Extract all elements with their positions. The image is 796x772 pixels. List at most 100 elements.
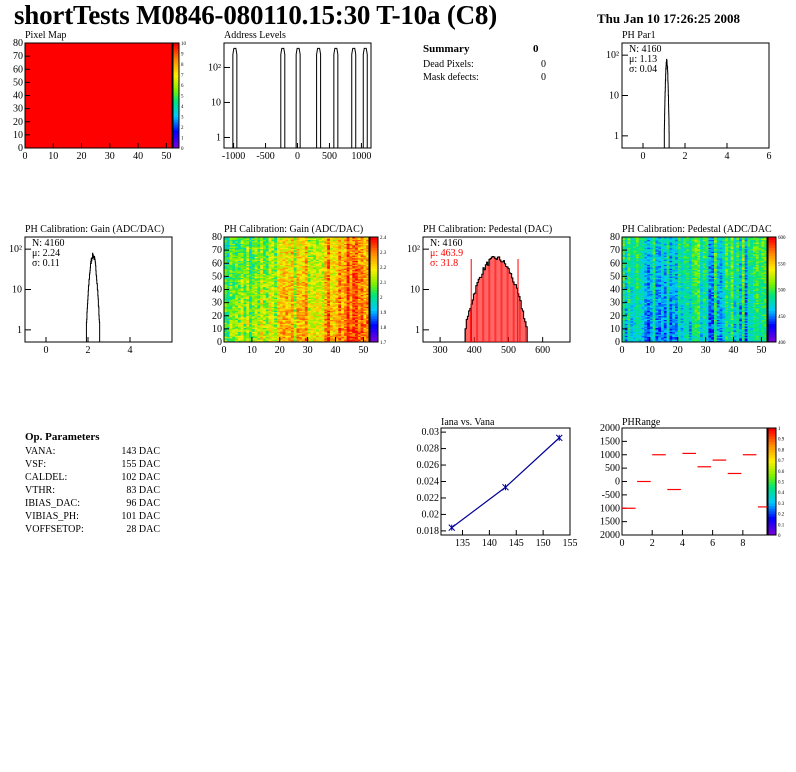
ph-gain-map-cell (274, 269, 278, 272)
ph-gain-map-cell (240, 256, 244, 259)
ph-gain-map-cell (341, 254, 345, 256)
ph-gain-map-cell (249, 315, 253, 318)
ph-gain-map-cell (321, 334, 325, 336)
ph-gain-map-cell (352, 310, 356, 313)
ph-gain-map-cell (321, 297, 325, 299)
ph-pedestal-map-cell (635, 313, 640, 315)
ph-gain-map-cell (341, 281, 345, 284)
ph-gain-map-cell (360, 324, 364, 327)
ph-gain-map-cell (310, 250, 314, 252)
ph-gain-map-cell (276, 313, 281, 315)
ph-gain-map-cell (316, 269, 320, 272)
ph-gain-map-cell (274, 275, 278, 277)
ph-gain-map-cell (327, 251, 331, 254)
ph-gain-map-cell (341, 338, 345, 340)
ph-gain-map-cell (338, 323, 342, 326)
ph-gain-map-cell (327, 326, 331, 328)
ph-gain-map-cell (271, 280, 275, 282)
ph-gain-map-cell (316, 250, 320, 252)
ph-gain-map-ytick-label: 70 (212, 245, 222, 256)
ph-gain-map-cell (237, 269, 242, 272)
op-param-row: VTHR: 83 DAC (25, 485, 160, 496)
ph-par1-stat-mean: μ: 1.13 (629, 54, 657, 65)
ph-gain-map-cell (246, 289, 250, 292)
ph-gain-map-colorbar-swatch (370, 289, 378, 293)
ph-gain-map-cell (274, 244, 278, 247)
ph-gain-map-cell (307, 237, 311, 239)
ph-gain-map-cell (355, 261, 359, 264)
ph-pedestal-map-cell (622, 281, 626, 284)
ph-gain-map-cell (313, 250, 317, 252)
ph-gain-map-cell (243, 286, 247, 289)
ph-gain-map-cell (310, 244, 314, 247)
ph-pedestal-map-cell (627, 302, 631, 305)
ph-gain-map-cell (316, 271, 320, 273)
ph-gain-map-cell (332, 293, 336, 296)
ph-pedestal-map-cell (635, 256, 640, 259)
ph-gain-map-cell (224, 264, 228, 267)
ph-gain-map-cell (355, 272, 359, 275)
ph-gain-map-cell (363, 254, 367, 256)
ph-pedestal-map-cell (633, 260, 637, 263)
ph-gain-map-cell (226, 302, 230, 305)
ph-gain-map-cell (226, 315, 230, 318)
ph-gain-map-cell (310, 303, 314, 306)
ph-gain-map-cell (265, 290, 269, 293)
ph-gain-map-cell (346, 275, 350, 277)
ph-gain-map-cell (313, 302, 317, 305)
ph-pedestal-map-cell (635, 309, 640, 311)
ph-gain-map-cell (263, 306, 267, 309)
ph-gain-map-cell (346, 328, 350, 331)
ph-gain-map-cell (232, 284, 236, 286)
ph-gain-map-cell (304, 263, 308, 265)
ph-gain-map-cell (276, 282, 281, 285)
ph-gain-map-cell (274, 254, 278, 256)
ph-gain-map-cell (232, 247, 236, 250)
ph-gain-map-cell (257, 279, 261, 281)
ph-gain-map-cell (251, 271, 255, 273)
ph-gain-map-cell (246, 340, 250, 343)
ph-gain-map-cell (290, 331, 295, 334)
ph-gain-map-cell (246, 275, 250, 277)
ph-gain-map-cell (307, 292, 311, 294)
ph-gain-map-cell (324, 315, 328, 318)
ph-gain-map-cell (310, 251, 314, 254)
ph-gain-map-cell (260, 327, 264, 330)
ph-gain-map-cell (276, 309, 281, 311)
ph-gain-map-cell (224, 306, 228, 309)
ph-gain-map-cell (282, 238, 286, 240)
ph-gain-map-cell (324, 244, 328, 247)
ph-gain-map-cell (293, 237, 297, 239)
ph-gain-map-cell (346, 311, 350, 314)
ph-gain-map-cell (346, 272, 350, 275)
ph-gain-map-cell (316, 310, 320, 313)
ph-pedestal-map-cell (622, 305, 626, 307)
ph-gain-map-cell (235, 330, 239, 332)
ph-gain-map-cell (327, 322, 331, 324)
ph-gain-map-cell (246, 323, 250, 326)
ph-gain-map-cell (229, 279, 233, 281)
ph-gain-map-cell (285, 296, 289, 298)
ph-gain-map-cell (235, 248, 239, 251)
ph-pedestal-map-cell (633, 327, 637, 330)
ph-gain-map-cell (271, 315, 275, 318)
ph-gain-map-cell (288, 296, 292, 298)
ph-pedestal-map-cell (630, 319, 634, 322)
ph-gain-map-cell (363, 246, 367, 248)
ph-pedestal-map-cell (622, 254, 626, 256)
ph-gain-map-cell (366, 284, 370, 286)
ph-gain-map-cell (276, 260, 281, 263)
ph-gain-map-cell (316, 261, 320, 264)
ph-gain-map-cell (243, 317, 247, 319)
ph-gain-map-cell (251, 315, 255, 318)
ph-gain-map-cell (237, 326, 242, 328)
ph-gain-map-cell (341, 279, 345, 281)
ph-pedestal-map-cell (622, 272, 626, 275)
timestamp: Thu Jan 10 17:26:25 2008 (597, 11, 741, 26)
ph-gain-map-cell (243, 248, 247, 251)
ph-gain-map-cell (240, 306, 244, 309)
ph-gain-map-cell (355, 246, 359, 248)
ph-gain-map-cell (237, 281, 242, 284)
ph-gain-map-cell (329, 254, 334, 256)
ph-gain-map-cell (282, 317, 286, 319)
